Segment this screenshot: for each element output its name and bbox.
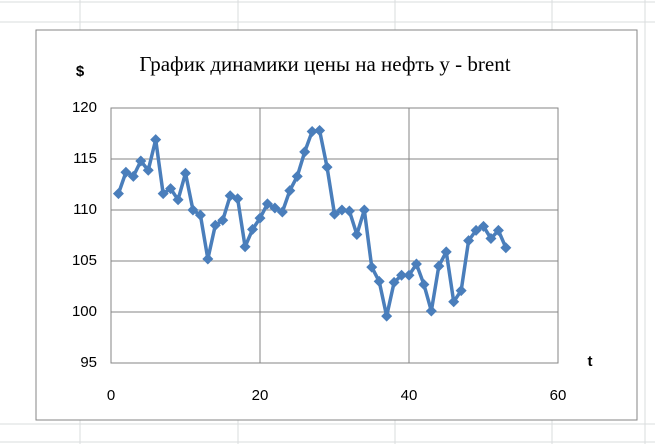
data-point [463,235,475,247]
data-point [358,204,370,216]
data-point [500,242,512,254]
data-point [194,209,206,221]
data-point [120,166,132,178]
x-axis-label: t [588,353,593,370]
data-point [418,278,430,290]
data-point [172,194,184,206]
data-point [314,124,326,136]
data-point [142,164,154,176]
data-point [351,228,363,240]
data-point [470,224,482,236]
data-point [284,185,296,197]
data-point [455,285,467,297]
data-point [217,214,229,226]
chart-area[interactable] [35,29,638,421]
y-tick-label: 95 [80,354,97,371]
data-point [299,146,311,158]
chart-title: График динамики цены на нефть y - brent [139,52,510,76]
data-point [396,269,408,281]
y-tick-label: 120 [72,99,97,116]
data-point [388,276,400,288]
data-point [485,233,497,245]
data-point [381,310,393,322]
y-tick-label: 110 [73,201,97,218]
data-point [261,198,273,210]
data-point [232,193,244,205]
data-point [254,212,266,224]
y-tick-label: 115 [73,150,97,167]
data-point [425,305,437,317]
data-point [321,161,333,173]
data-point [269,202,281,214]
data-point [373,275,385,287]
data-point [180,167,191,179]
data-point [157,188,169,200]
data-point [276,206,288,218]
data-point [343,205,355,217]
data-point [433,260,445,272]
data-point [478,220,489,232]
data-point [209,219,221,231]
data-point [247,223,259,235]
data-point [440,246,452,258]
y-tick-label: 100 [72,303,97,320]
x-tick-label: 40 [401,387,418,404]
data-point [492,224,504,236]
data-point [239,241,251,253]
x-tick-label: 20 [252,387,269,404]
data-point [127,170,139,182]
data-point [291,170,303,182]
data-point [187,204,199,216]
data-point [403,269,415,281]
y-tick-label: 105 [72,252,97,269]
data-point [202,253,214,265]
y-axis-label: $ [76,63,85,80]
data-point [165,183,177,195]
x-tick-label: 60 [550,387,567,404]
data-point [366,261,378,273]
data-point [150,134,162,146]
data-point [329,208,340,220]
data-point [112,188,124,200]
x-tick-label: 0 [107,387,115,404]
data-point [135,155,147,167]
data-point [448,296,460,308]
data-point [306,125,318,137]
data-point [336,204,348,216]
data-point [410,258,422,270]
